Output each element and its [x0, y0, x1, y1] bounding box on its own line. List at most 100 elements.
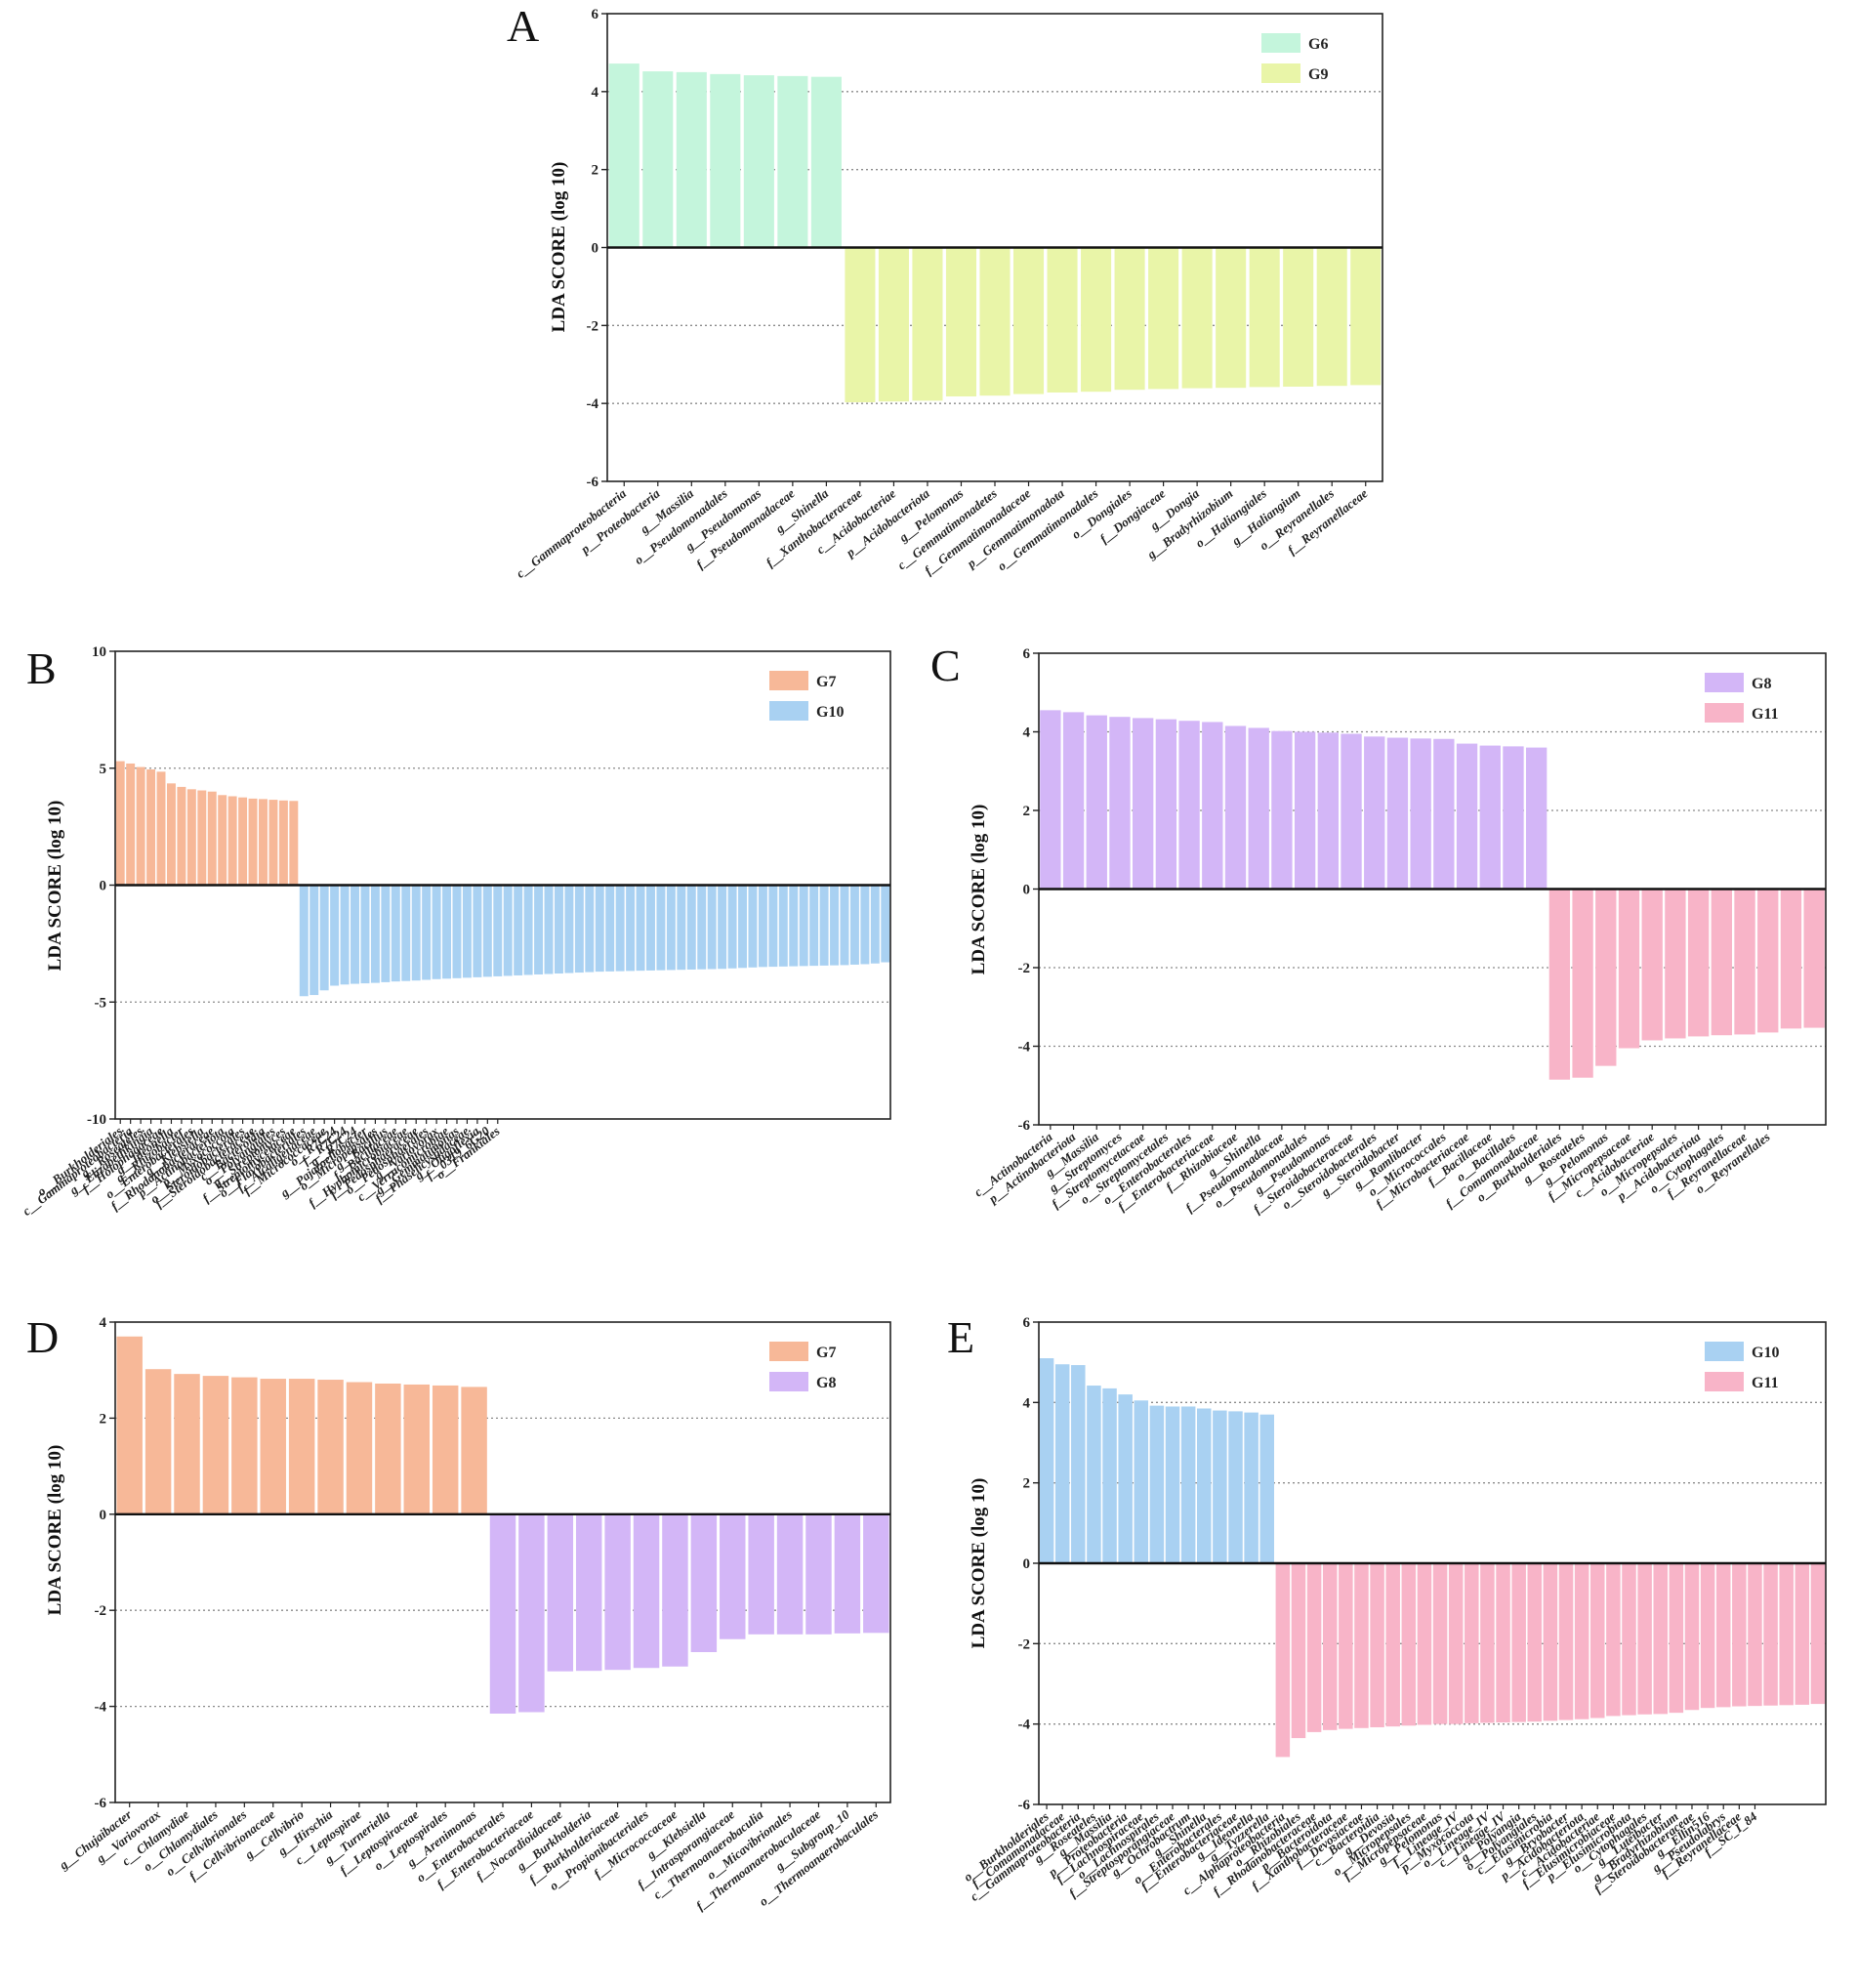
bar-g__Subgroup_10 [834, 1513, 861, 1634]
bar-g__Bacillus [381, 885, 391, 982]
bar-f__Bacillaceae [1479, 745, 1501, 890]
y-tick-label: 4 [592, 85, 599, 101]
bar-o__Pedosphaerales [422, 885, 432, 980]
legend-label-G9: G9 [1308, 66, 1328, 83]
bar-f__Reyranellaceae [1350, 247, 1382, 386]
bar-f__Rhodanobacteraceae [1306, 1563, 1322, 1732]
panel-a-ylabel: LDA SCORE (log 10) [549, 162, 569, 333]
bar-o__Reyranellales [1757, 889, 1779, 1033]
bar-undefined [819, 885, 829, 966]
legend-label-G8: G8 [816, 1375, 836, 1391]
y-tick-label: 0 [100, 1508, 107, 1523]
bar-g__Haliangium [1283, 247, 1314, 388]
bar-g__Pseudomonas [1317, 732, 1339, 890]
bar-undefined [544, 885, 554, 974]
bar-g__Turneriella [375, 1383, 401, 1514]
y-tick-label: 2 [100, 1411, 107, 1427]
bar-o__Lachnospirales [1149, 1405, 1165, 1563]
bar-undefined [1779, 1563, 1794, 1706]
panel-d: D LDA SCORE (log 10) [26, 1312, 65, 1615]
bar-undefined [585, 885, 595, 973]
y-tick-label: 6 [1023, 646, 1031, 662]
legend-label-G7: G7 [816, 674, 836, 690]
legend-swatch-G8 [769, 1372, 808, 1391]
y-tick-label: 2 [1023, 1476, 1031, 1492]
bar-o__Pseudomonadales [1294, 731, 1316, 890]
legend-label-G8: G8 [1752, 676, 1771, 692]
legend-swatch-G11 [1705, 703, 1744, 723]
bar-o__Propionibacteriales [633, 1513, 660, 1669]
bar-f__Phaselicystidaceae [462, 885, 472, 978]
bar-g__Ellin516 [1700, 1563, 1715, 1709]
bar-f__Holophagaceae [156, 771, 166, 886]
bar-g__Pelomonas [1432, 1563, 1448, 1724]
bar-f__Streptomycetaceae [289, 801, 299, 886]
y-tick-label: -2 [1018, 961, 1031, 976]
bar-g__Pajaroellobacter [360, 885, 370, 984]
bar-o__Micropepsales [370, 885, 380, 983]
bar-p__Elusimicrobiota [1622, 1563, 1636, 1716]
panel-a: A LDA SCORE (log 10) [507, 1, 569, 332]
bar-f__Xanthobacteraceae [1339, 1563, 1353, 1729]
bar-undefined [626, 885, 636, 972]
bar-f__Gemmatimonadaceae [1012, 247, 1045, 394]
bar-f__Reyranellaceae [1732, 1563, 1747, 1707]
bar-g__Ochrobactrum [1180, 1406, 1196, 1563]
bar-undefined [758, 885, 767, 968]
bar-undefined [789, 885, 799, 967]
bar-c__Gammaproteobacteria [608, 63, 640, 248]
bar-g__Shinella [810, 76, 842, 248]
bar-o__Burkholderiales [1039, 1358, 1054, 1563]
bar-p__Actinobacteriota [218, 795, 227, 886]
bar-f__Comamonadaceae [1526, 747, 1548, 890]
bar-f__R7C24 [340, 885, 350, 985]
legend-label-G6: G6 [1308, 36, 1328, 53]
bar-f__0319_6G20 [482, 885, 492, 977]
panel-b: B LDA SCORE (log 10) [26, 643, 65, 971]
bar-f__Lineage_IV [1448, 1563, 1464, 1724]
bar-g__Bradyrhizobium [1216, 247, 1247, 389]
bar-undefined [778, 885, 788, 967]
bar-g__Hirschia [317, 1380, 344, 1514]
bar-g__Gemmatimonas [452, 885, 462, 978]
legend-label-G10: G10 [1752, 1345, 1779, 1361]
bar-g__Shinella [1197, 1408, 1212, 1563]
y-tick-label: -6 [1018, 1798, 1031, 1813]
bar-o__Frankiales [493, 885, 503, 976]
bar-p__Myxococcota [227, 796, 237, 886]
bar-c__Gemmatimonadetes [979, 247, 1011, 396]
bar-f__Lachnospiraceae [1134, 1400, 1149, 1563]
bar-undefined [514, 885, 523, 975]
bar-undefined [768, 885, 778, 968]
bar-c__Alphaproteobacteria [1275, 1563, 1291, 1758]
bar-g__Pseudomonas [743, 75, 774, 248]
bar-o__Chlamydiales [202, 1376, 229, 1514]
bar-f__Rhodanobacteraceae [207, 791, 217, 886]
bar-f__Devosiaceae [1354, 1563, 1369, 1728]
bar-c__Bacteroidia [1370, 1563, 1384, 1727]
bar-g__Pseudolabrys [1715, 1563, 1731, 1708]
y-tick-label: -4 [95, 1700, 107, 1716]
bar-f__Bacillaceae [391, 885, 400, 982]
bar-undefined [809, 885, 819, 967]
bar-undefined [656, 885, 666, 971]
bar-p__Acidobacteriota [1687, 889, 1710, 1037]
panel-d-plot: 420-2-4-6g__Chujaibacterg__Variovoraxc__… [56, 1315, 891, 1913]
bar-g__Ideonella [166, 783, 176, 886]
panel-b-letter: B [26, 643, 57, 693]
bar-p__Actinobacteriota [1062, 712, 1085, 890]
bar-g__Rhizobacter [177, 786, 186, 886]
y-tick-label: 4 [100, 1315, 107, 1331]
bar-c__Elusimicrobia [1543, 1563, 1558, 1721]
bar-f__Streptosporangiaceae [1165, 1406, 1180, 1563]
legend-swatch-G7 [769, 671, 808, 690]
panel-a-letter: A [507, 1, 539, 51]
bar-o__Thermoanaerobaculales [863, 1513, 889, 1634]
y-tick-label: 0 [1023, 883, 1031, 898]
bar-g__Ideonella [1244, 1412, 1259, 1563]
bar-c__Chlamydiae [174, 1374, 200, 1514]
bar-g__Bradyrhizobium [1669, 1563, 1684, 1714]
bar-undefined [738, 885, 747, 969]
bar-p__Proteobacteria [1118, 1394, 1133, 1563]
bar-o__Reyranellales [1316, 247, 1347, 387]
